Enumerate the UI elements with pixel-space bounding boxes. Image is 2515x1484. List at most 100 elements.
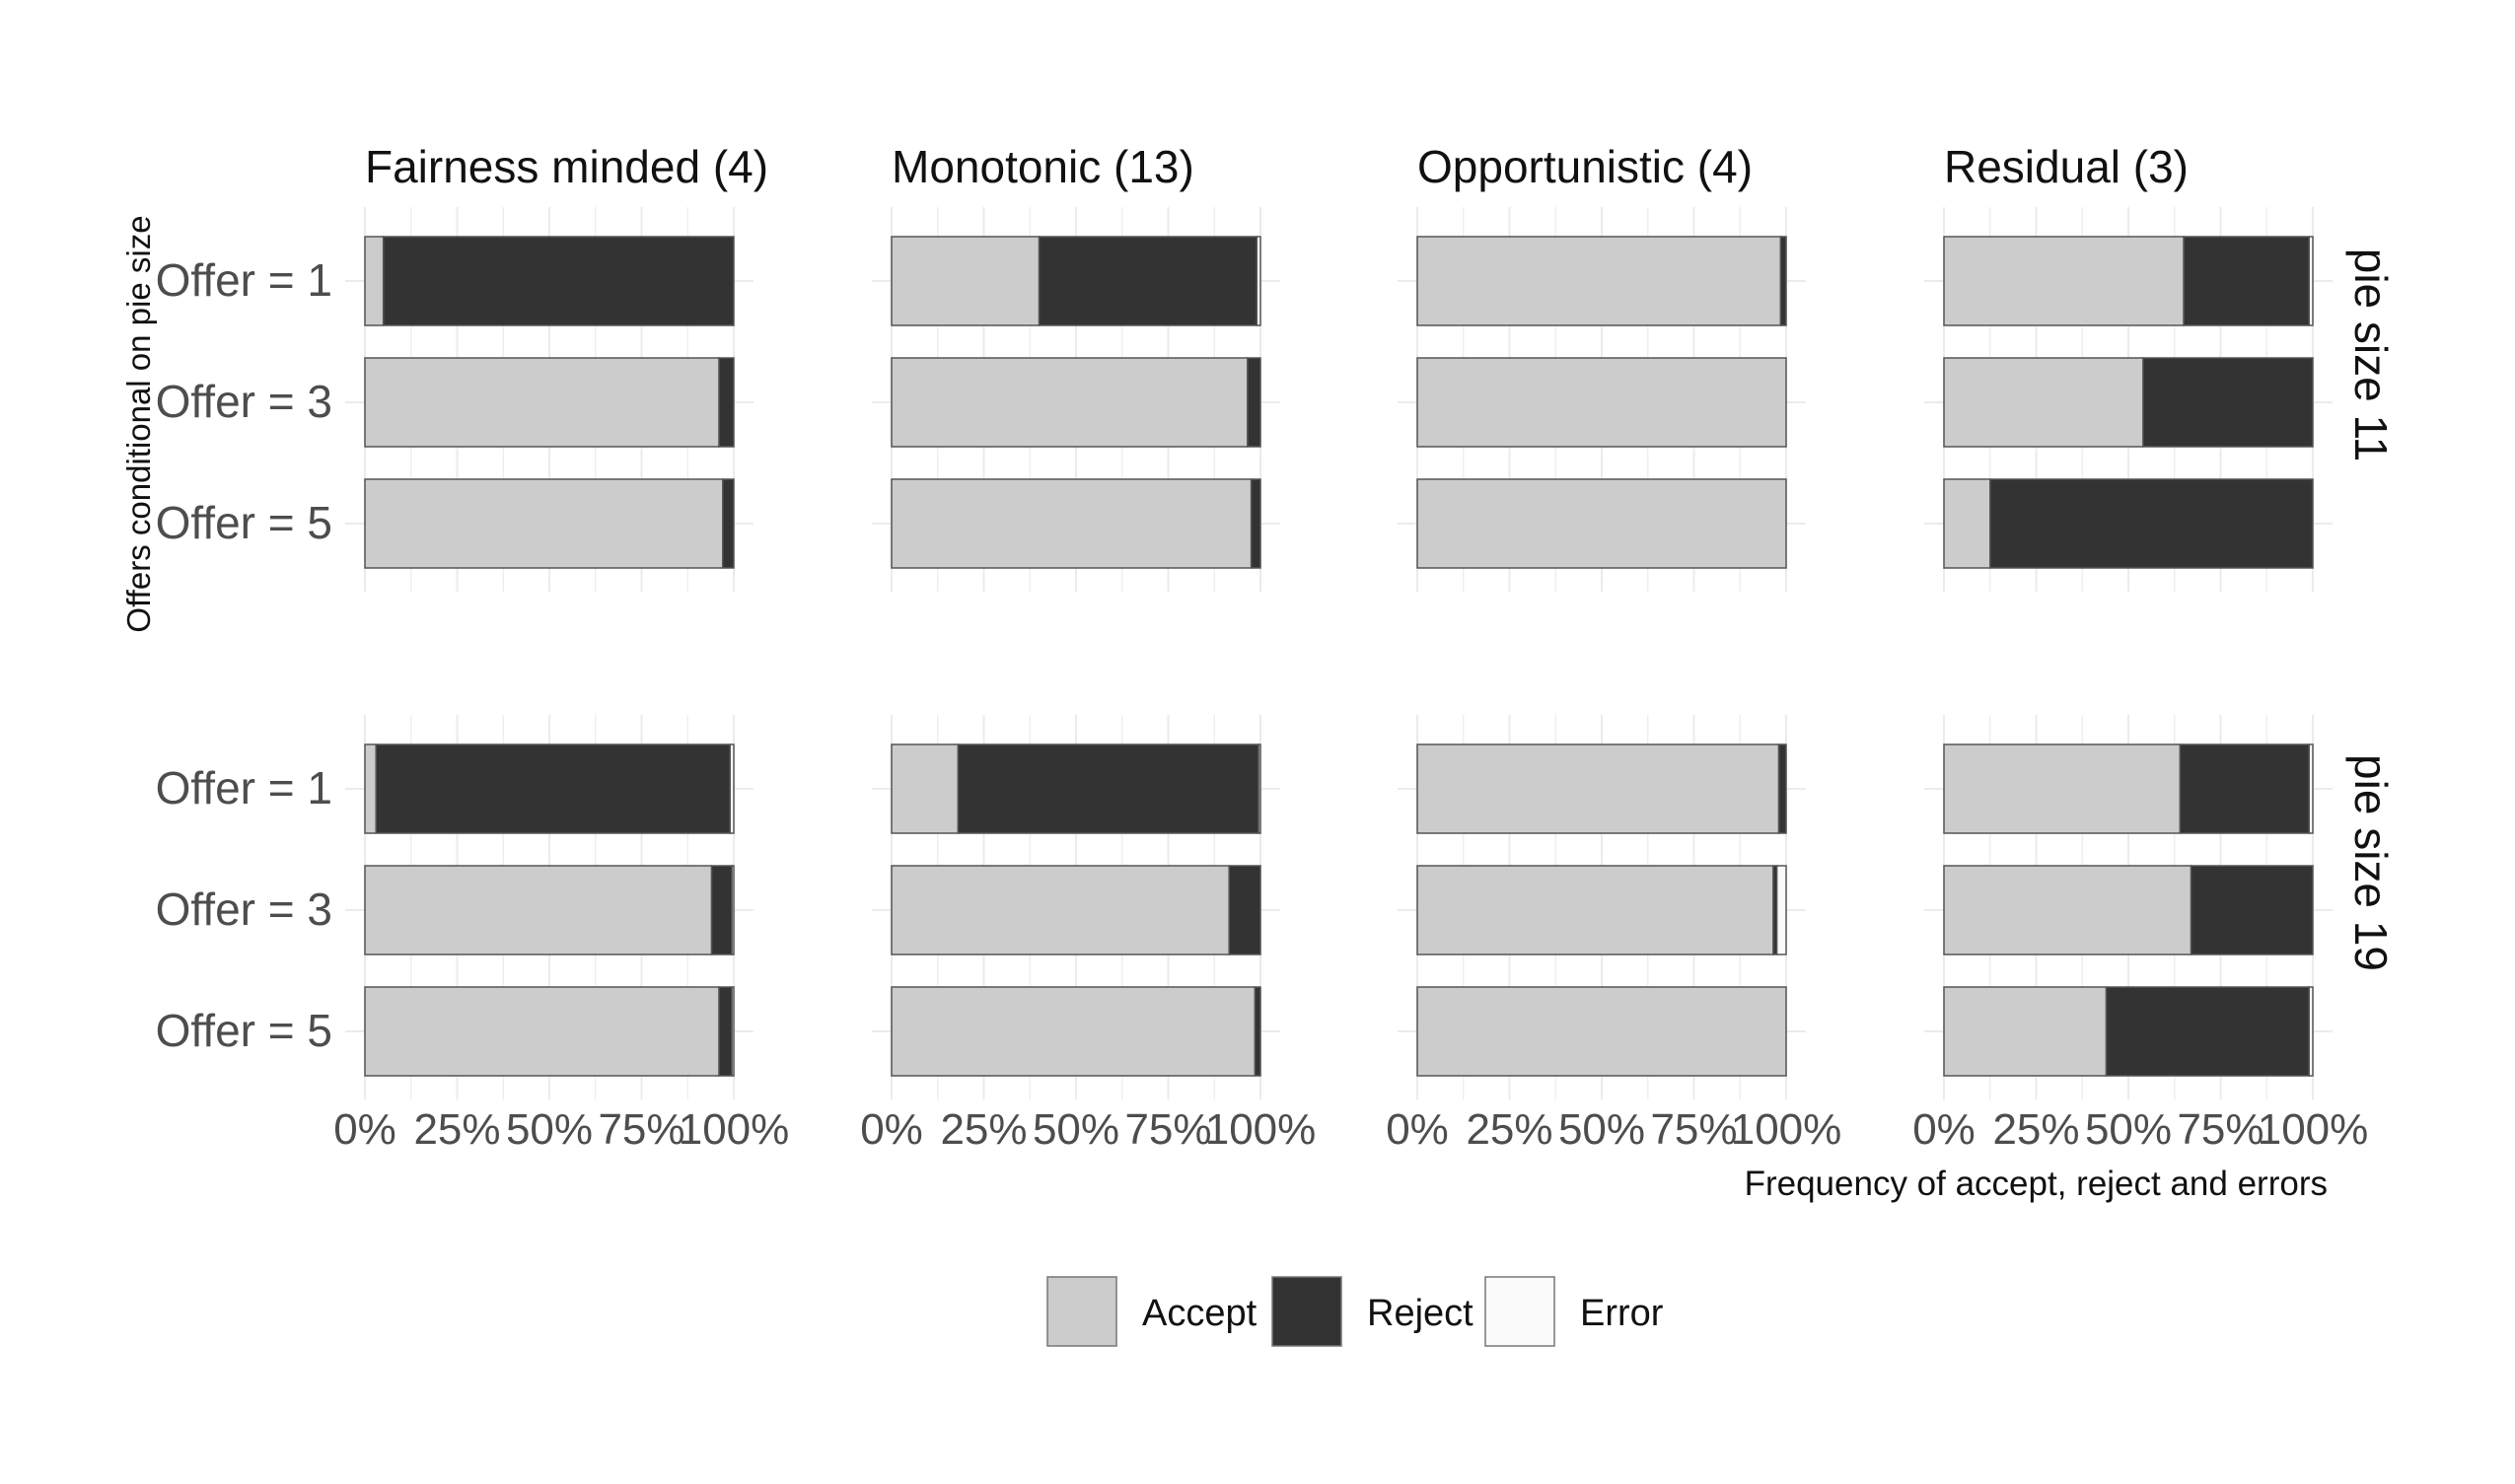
accept-bar-segment	[1416, 236, 1782, 326]
error-bar-segment	[2308, 743, 2314, 834]
column-title: Fairness minded (4)	[365, 141, 768, 192]
error-bar-segment	[1256, 236, 1261, 326]
y-tick-label: Offer = 5	[156, 1005, 332, 1056]
reject-bar-segment	[2179, 743, 2311, 834]
x-tick-label: 25%	[1466, 1105, 1552, 1154]
x-tick-label: 0%	[333, 1105, 396, 1154]
legend-item: Accept	[1046, 1276, 1258, 1347]
x-tick-label: 50%	[2085, 1105, 2172, 1154]
y-tick-label: Offer = 1	[156, 762, 332, 813]
accept-bar-segment	[1943, 236, 2185, 326]
x-tick-label: 75%	[1650, 1105, 1737, 1154]
x-tick-label: 100%	[2258, 1105, 2369, 1154]
bars-layer	[364, 236, 2314, 1077]
accept-bar-segment	[1943, 357, 2144, 448]
legend-swatch	[1484, 1276, 1555, 1347]
row-strip-label: pie size 19	[2345, 754, 2397, 971]
column-title: Residual (3)	[1944, 141, 2189, 192]
label-layer: Offers conditional on pie size Frequency…	[120, 141, 2397, 1203]
reject-bar-segment	[382, 236, 735, 326]
accept-bar-segment	[1943, 743, 2182, 834]
accept-bar-segment	[1416, 357, 1787, 448]
reject-bar-segment	[2105, 986, 2311, 1077]
legend-item: Error	[1484, 1276, 1664, 1347]
x-tick-label: 0%	[860, 1105, 923, 1154]
accept-bar-segment	[1943, 478, 1991, 569]
accept-bar-segment	[891, 478, 1253, 569]
x-tick-label: 25%	[413, 1105, 500, 1154]
y-tick-label: Offer = 3	[156, 376, 332, 427]
legend-swatch	[1046, 1276, 1117, 1347]
error-bar-segment	[731, 986, 735, 1077]
y-tick-label: Offer = 1	[156, 254, 332, 306]
y-axis-title: Offers conditional on pie size	[120, 215, 157, 632]
accept-bar-segment	[891, 986, 1257, 1077]
grid-layer	[345, 207, 2333, 1099]
reject-bar-segment	[2183, 236, 2311, 326]
error-bar-segment	[2308, 236, 2314, 326]
reject-bar-segment	[1038, 236, 1258, 326]
y-tick-label: Offer = 5	[156, 497, 332, 548]
y-tick-label: Offer = 3	[156, 883, 332, 935]
row-strip-label: pie size 11	[2345, 248, 2397, 462]
x-tick-label: 100%	[1731, 1105, 1842, 1154]
column-title: Monotonic (13)	[892, 141, 1194, 192]
legend-label: Error	[1580, 1293, 1664, 1334]
x-tick-label: 100%	[679, 1105, 790, 1154]
x-tick-label: 50%	[506, 1105, 593, 1154]
reject-bar-segment	[1250, 478, 1261, 569]
reject-bar-segment	[2142, 357, 2314, 448]
x-tick-label: 75%	[598, 1105, 684, 1154]
column-title: Opportunistic (4)	[1417, 141, 1753, 192]
legend-swatch	[1271, 1276, 1342, 1347]
reject-bar-segment	[710, 865, 733, 955]
legend: Accept Reject Error	[1046, 1276, 1664, 1347]
accept-bar-segment	[364, 865, 713, 955]
reject-bar-segment	[2190, 865, 2314, 955]
legend-item: Reject	[1271, 1276, 1473, 1347]
x-tick-label: 0%	[1912, 1105, 1976, 1154]
x-axis-title: Frequency of accept, reject and errors	[1745, 1165, 2328, 1203]
accept-bar-segment	[1416, 743, 1780, 834]
reject-bar-segment	[718, 986, 733, 1077]
error-bar-segment	[729, 743, 735, 834]
reject-bar-segment	[1228, 865, 1261, 955]
accept-bar-segment	[891, 236, 1041, 326]
reject-bar-segment	[375, 743, 732, 834]
x-tick-label: 50%	[1033, 1105, 1119, 1154]
accept-bar-segment	[364, 986, 720, 1077]
reject-bar-segment	[957, 743, 1259, 834]
reject-bar-segment	[718, 357, 735, 448]
x-tick-label: 50%	[1558, 1105, 1645, 1154]
x-tick-label: 75%	[2177, 1105, 2264, 1154]
error-bar-segment	[731, 865, 735, 955]
accept-bar-segment	[364, 357, 720, 448]
x-tick-label: 25%	[940, 1105, 1027, 1154]
x-tick-label: 25%	[1992, 1105, 2079, 1154]
reject-bar-segment	[722, 478, 735, 569]
reject-bar-segment	[1247, 357, 1261, 448]
error-bar-segment	[2308, 986, 2314, 1077]
legend-label: Reject	[1367, 1293, 1473, 1334]
accept-bar-segment	[1943, 865, 2192, 955]
accept-bar-segment	[364, 743, 377, 834]
error-bar-segment	[1775, 865, 1787, 955]
x-tick-label: 75%	[1124, 1105, 1211, 1154]
accept-bar-segment	[1416, 478, 1787, 569]
reject-bar-segment	[1779, 236, 1787, 326]
accept-bar-segment	[891, 743, 960, 834]
reject-bar-segment	[1989, 478, 2314, 569]
x-tick-label: 100%	[1205, 1105, 1317, 1154]
accept-bar-segment	[1943, 986, 2108, 1077]
reject-bar-segment	[1254, 986, 1261, 1077]
accept-bar-segment	[1416, 865, 1774, 955]
accept-bar-segment	[364, 478, 724, 569]
accept-bar-segment	[1416, 986, 1787, 1077]
accept-bar-segment	[891, 357, 1249, 448]
accept-bar-segment	[364, 236, 385, 326]
legend-label: Accept	[1142, 1293, 1258, 1334]
x-tick-label: 0%	[1386, 1105, 1449, 1154]
error-bar-segment	[1258, 743, 1261, 834]
